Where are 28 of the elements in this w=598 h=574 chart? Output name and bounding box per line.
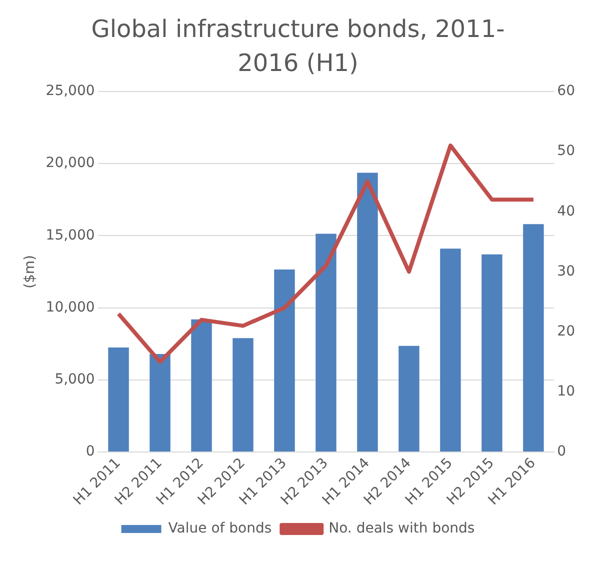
y2-tick-label: 10 [557, 384, 576, 400]
y-axis-title: ($m) [22, 254, 38, 288]
y-tick-label: 20,000 [46, 155, 95, 172]
y2-tick-label: 0 [557, 444, 566, 460]
y-tick-label: 15,000 [46, 227, 95, 244]
bar [232, 338, 254, 452]
bar [191, 319, 212, 452]
bar [357, 172, 378, 452]
y-tick-label: 0 [86, 444, 95, 460]
bar [440, 248, 461, 452]
bar [482, 254, 502, 452]
legend-label: Value of bonds [168, 520, 272, 537]
bar [108, 347, 129, 452]
y2-tick-label: 30 [557, 263, 576, 280]
y2-tick-label: 40 [557, 203, 576, 220]
y2-tick-label: 20 [557, 323, 576, 340]
y-tick-label: 10,000 [46, 299, 95, 316]
bar [316, 234, 336, 452]
bar [398, 346, 420, 452]
chart-title: Global infrastructure bonds, 2011-2016 (H1) [90, 14, 506, 79]
bar [523, 224, 544, 452]
bar [274, 270, 295, 452]
bar [150, 354, 170, 452]
y-tick-label: 25,000 [46, 83, 95, 100]
y2-tick-label: 60 [557, 83, 576, 100]
y-tick-label: 5,000 [54, 372, 95, 388]
y2-tick-label: 50 [557, 143, 576, 160]
legend-label: No. deals with bonds [328, 520, 475, 537]
